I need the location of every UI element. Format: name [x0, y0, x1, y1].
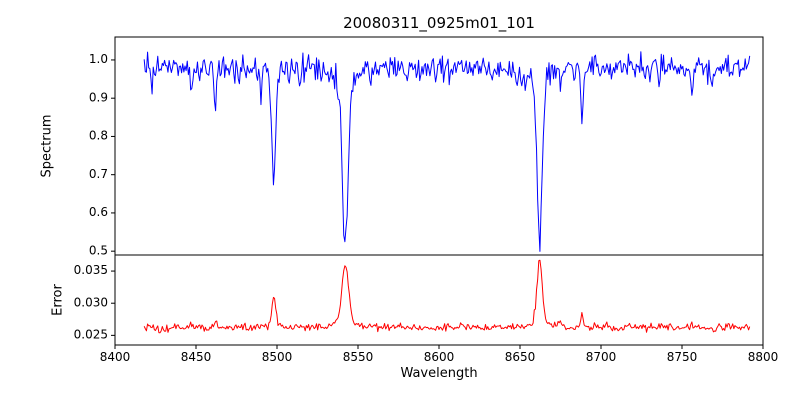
plot-canvas [0, 0, 800, 400]
figure: 20080311_0925m01_101 Spectrum Error Wave… [0, 0, 800, 400]
